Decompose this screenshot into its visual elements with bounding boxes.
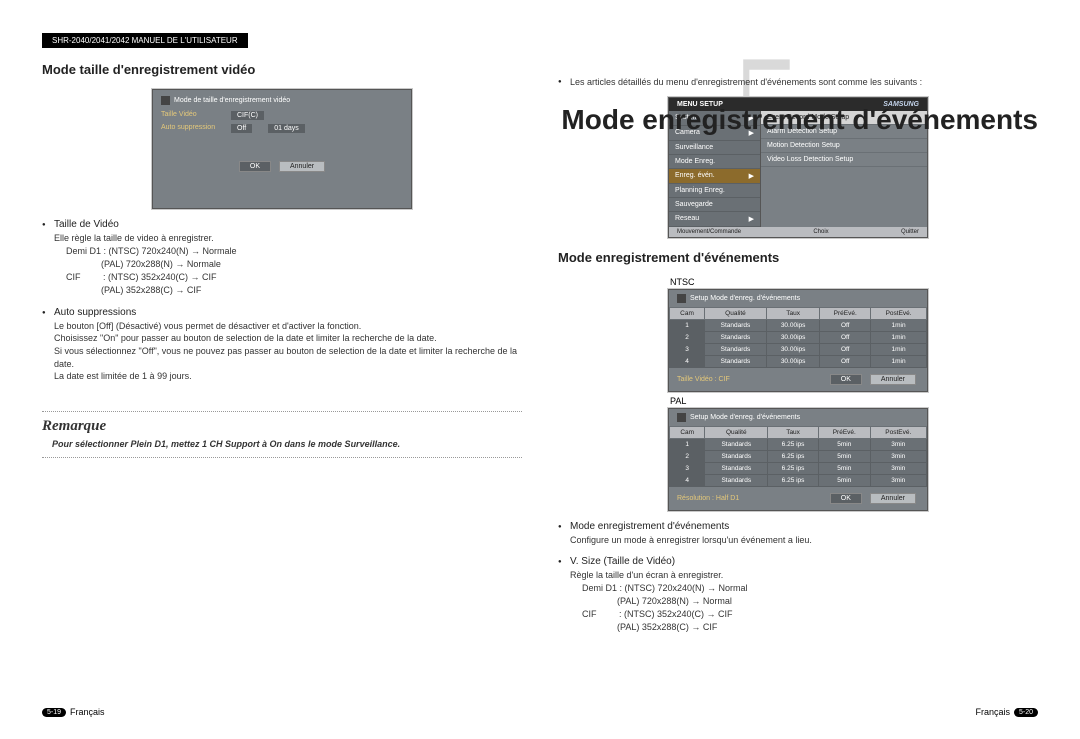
pal-table: CamQualitéTauxPréEvé.PostEvé. 1Standards… <box>669 426 927 487</box>
right-intro: Les articles détaillés du menu d'enregis… <box>570 76 1038 89</box>
menu-item[interactable]: Surveillance <box>669 141 760 155</box>
ok-button[interactable]: OK <box>830 493 862 504</box>
remarque-block: Remarque Pour sélectionner Plein D1, met… <box>42 411 522 458</box>
cancel-button[interactable]: Annuler <box>870 493 916 504</box>
bullet-auto-supp: Auto suppressions Le bouton [Off] (Désac… <box>42 307 522 383</box>
ntsc-table: CamQualitéTauxPréEvé.PostEvé. 1Standards… <box>669 307 927 368</box>
columns: Mode taille d'enregistrement vidéo Mode … <box>42 62 1038 692</box>
cancel-button[interactable]: Annuler <box>279 161 325 172</box>
b1-l4: CIF : (NTSC) 352x240(C) → CIF <box>66 271 522 284</box>
bullet-vsize: V. Size (Taille de Vidéo) Règle la taill… <box>558 556 1038 634</box>
b2-l1: Le bouton [Off] (Désactivé) vous permet … <box>54 320 522 333</box>
right-intro-row: Les articles détaillés du menu d'enregis… <box>558 76 1038 89</box>
submenu-item[interactable]: Motion Detection Setup <box>761 139 927 153</box>
b1-l5: (PAL) 352x288(C) → CIF <box>66 284 522 297</box>
chapter-title: Mode enregistrement d'événements <box>561 104 1038 136</box>
remarque-body: Pour sélectionner Plein D1, mettez 1 CH … <box>52 439 522 449</box>
ss-row2-val1: Off <box>231 124 252 133</box>
doc-icon <box>677 413 686 422</box>
submenu-item[interactable]: Video Loss Detection Setup <box>761 153 927 167</box>
ss-row1-val: CIF(C) <box>231 111 264 120</box>
page-badge-left: 5-19 <box>42 708 66 717</box>
menu-item[interactable]: Mode Enreg. <box>669 155 760 169</box>
cancel-button[interactable]: Annuler <box>870 374 916 385</box>
menu-item[interactable]: Reseau▶ <box>669 212 760 227</box>
bullet-taille-video: Taille de Vidéo Elle règle la taille de … <box>42 219 522 297</box>
bullet-mode-enreg: Mode enregistrement d'événements Configu… <box>558 521 1038 547</box>
b4-l3: (PAL) 720x288(N) → Normal <box>582 595 1038 608</box>
left-heading: Mode taille d'enregistrement vidéo <box>42 62 522 77</box>
menu-item[interactable]: Sauvegarde <box>669 198 760 212</box>
page-lang-right: Français <box>975 707 1010 717</box>
screenshot-table-pal: Setup Mode d'enreg. d'événements CamQual… <box>668 408 928 511</box>
foot-move: Mouvement/Commande <box>677 229 741 235</box>
b1-l3: (PAL) 720x288(N) → Normale <box>66 258 522 271</box>
menu-item[interactable]: Planning Enreg. <box>669 184 760 198</box>
ss-row2-val2: 01 days <box>268 124 305 133</box>
b4-l4: CIF : (NTSC) 352x240(C) → CIF <box>582 608 1038 621</box>
ss-row1-label: Taille Vidéo <box>161 111 231 120</box>
b3-l1: Configure un mode à enregistrer lorsqu'u… <box>570 534 1038 547</box>
ss-title: Mode de taille d'enregistrement vidéo <box>174 97 290 104</box>
ok-button[interactable]: OK <box>830 374 862 385</box>
b1-l2: Demi D1 : (NTSC) 720x240(N) → Normale <box>66 245 522 258</box>
label-pal: PAL <box>670 396 1038 406</box>
screenshot-table-ntsc: Setup Mode d'enreg. d'événements CamQual… <box>668 289 928 392</box>
doc-icon <box>161 96 170 105</box>
manual-page: SHR-2040/2041/2042 MANUEL DE L'UTILISATE… <box>0 0 1080 739</box>
b4-l2: Demi D1 : (NTSC) 720x240(N) → Normal <box>582 582 1038 595</box>
tbl-foot-pal: Résolution : Half D1 <box>677 495 739 502</box>
screenshot-video-size: Mode de taille d'enregistrement vidéo Ta… <box>152 89 412 209</box>
b4-l5: (PAL) 352x288(C) → CIF <box>582 621 1038 634</box>
page-badge-right: 5-20 <box>1014 708 1038 717</box>
b4-l1: Règle la taille d'un écran à enregistrer… <box>570 569 1038 582</box>
page-footer-left: 5-19 Français <box>42 707 105 717</box>
b4-title: V. Size (Taille de Vidéo) <box>570 556 1038 567</box>
b1-l1: Elle règle la taille de video à enregist… <box>54 232 522 245</box>
header-manual-ref: SHR-2040/2041/2042 MANUEL DE L'UTILISATE… <box>42 33 248 48</box>
right-heading2: Mode enregistrement d'événements <box>558 250 1038 265</box>
remarque-title: Remarque <box>42 418 522 435</box>
ss-row2-label: Auto suppression <box>161 124 231 133</box>
doc-icon <box>677 294 686 303</box>
b2-l3: Si vous sélectionnez "Off", vous ne pouv… <box>54 345 522 370</box>
left-column: Mode taille d'enregistrement vidéo Mode … <box>42 62 522 692</box>
b1-title: Taille de Vidéo <box>54 219 522 230</box>
b3-title: Mode enregistrement d'événements <box>570 521 1038 532</box>
label-ntsc: NTSC <box>670 277 1038 287</box>
tbl-title: Setup Mode d'enreg. d'événements <box>690 295 800 302</box>
foot-quit: Quitter <box>901 229 919 235</box>
tbl-foot-ntsc: Taille Vidéo : CIF <box>677 376 730 383</box>
menu-item-selected[interactable]: Enreg. évén.▶ <box>669 169 760 184</box>
right-column: Les articles détaillés du menu d'enregis… <box>558 62 1038 692</box>
b2-title: Auto suppressions <box>54 307 522 318</box>
page-footer-right: Français 5-20 <box>975 707 1038 717</box>
foot-choix: Choix <box>813 229 828 235</box>
tbl-title: Setup Mode d'enreg. d'événements <box>690 414 800 421</box>
ok-button[interactable]: OK <box>239 161 271 172</box>
b2-l2: Choisissez "On" pour passer au bouton de… <box>54 332 522 345</box>
page-lang-left: Français <box>70 707 105 717</box>
b2-l4: La date est limitée de 1 à 99 jours. <box>54 370 522 383</box>
